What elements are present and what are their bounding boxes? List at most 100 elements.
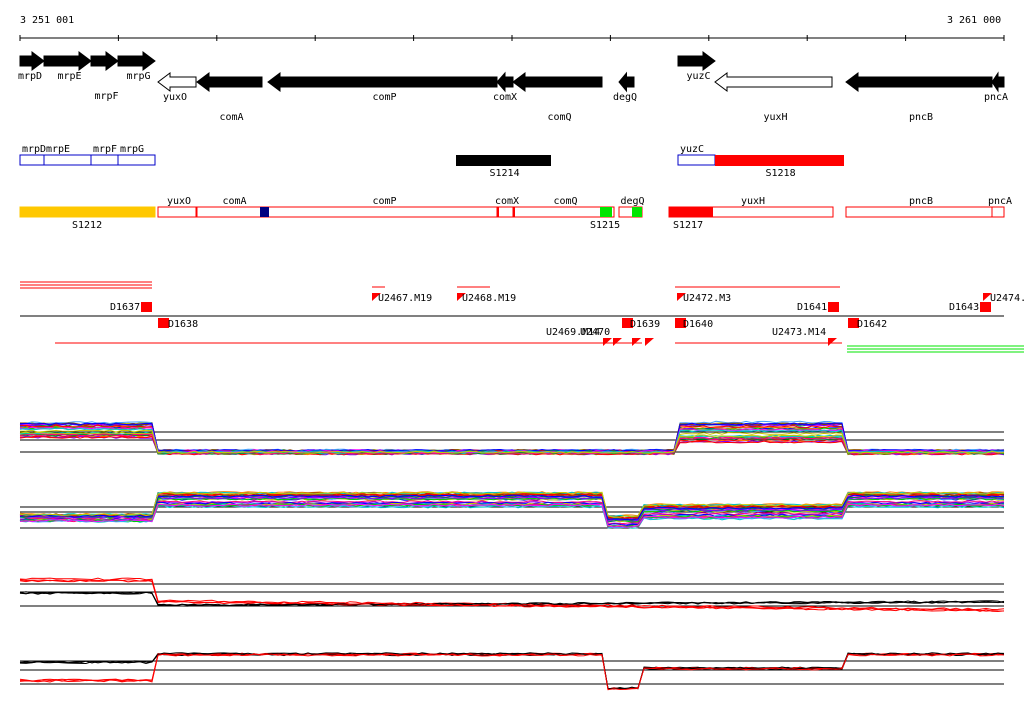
- gene-arrow-mrpF[interactable]: [90, 51, 119, 71]
- profile-line: [19, 494, 1005, 521]
- gene-label-comA: comA: [220, 112, 244, 123]
- gene-arrow-pncA[interactable]: [991, 71, 1005, 93]
- operon-label-yuzC: yuzC: [680, 144, 704, 155]
- operon-label-mrpG: mrpG: [120, 144, 144, 155]
- segment-box-label-yuxH: yuxH: [741, 196, 765, 207]
- marker-label-U2468.M19: U2468.M19: [462, 293, 516, 304]
- marker-block[interactable]: [848, 318, 859, 328]
- gene-arrow-yuxO[interactable]: [157, 72, 197, 92]
- operon-label-mrpF: mrpF: [93, 144, 117, 155]
- operon-box-mrpE[interactable]: [43, 154, 92, 166]
- gene-label-yuzC: yuzC: [687, 71, 711, 82]
- gene-label-comX: comX: [493, 92, 517, 103]
- marker-flag[interactable]: [613, 338, 622, 346]
- profile-line: [19, 420, 1005, 452]
- profile-line: [19, 424, 1005, 453]
- segment-S1214[interactable]: [456, 155, 551, 166]
- profile-line: [19, 503, 1005, 528]
- gene-label-mrpF: mrpF: [95, 91, 119, 102]
- marker-flag[interactable]: [983, 293, 992, 301]
- segment-box-comX[interactable]: [496, 206, 514, 218]
- marker-flag[interactable]: [457, 293, 466, 301]
- segment-box-label-degQ: degQ: [621, 196, 645, 207]
- marker-label-D1640: D1640: [683, 319, 713, 330]
- expression-profiles: [19, 420, 1005, 691]
- profile-line: [19, 429, 1004, 454]
- operon-label-mrpE: mrpE: [46, 144, 70, 155]
- gene-arrows-track: mrpD mrpE mrpF mrpG yuxO comA comP comX comQ degQ…: [18, 51, 1008, 123]
- segment-track-1: S1214 S1218: [456, 155, 844, 179]
- marker-block[interactable]: [158, 318, 169, 328]
- segment-box-S1212[interactable]: [19, 206, 156, 218]
- marker-block[interactable]: [622, 318, 633, 328]
- segment-box-comP[interactable]: [267, 206, 498, 218]
- marker-flag[interactable]: [677, 293, 686, 301]
- segment-box-label-comA: comA: [223, 196, 247, 207]
- gene-arrow-comP[interactable]: [267, 72, 498, 92]
- gene-arrow-pncB[interactable]: [845, 72, 993, 92]
- gene-label-comQ: comQ: [548, 112, 572, 123]
- segment-box-pncB[interactable]: [845, 206, 993, 218]
- marker-flag[interactable]: [603, 338, 612, 346]
- segment-box-pncA[interactable]: [991, 206, 1005, 218]
- gene-label-mrpD: mrpD: [18, 71, 42, 82]
- profile-line: [19, 652, 1005, 690]
- gene-arrow-comX[interactable]: [496, 71, 514, 93]
- segment-box-comA[interactable]: [196, 206, 269, 218]
- gene-arrow-mrpG[interactable]: [117, 51, 156, 71]
- profile-line: [19, 496, 1005, 522]
- operon-box-mrpF[interactable]: [90, 154, 119, 166]
- marker-block[interactable]: [141, 302, 152, 312]
- gene-label-mrpE: mrpE: [58, 71, 82, 82]
- operon-box-yuzC[interactable]: [677, 154, 716, 166]
- gene-arrow-comQ[interactable]: [512, 72, 603, 92]
- marker-flag[interactable]: [828, 338, 837, 346]
- segment-box-label-comP: comP: [373, 196, 397, 207]
- marker-label-U2469.M14: U2469.M14: [546, 327, 600, 338]
- profile-line: [19, 652, 1005, 690]
- marker-block[interactable]: [675, 318, 686, 328]
- segment-feature: [669, 207, 713, 217]
- gene-arrow-yuxH[interactable]: [714, 72, 833, 92]
- profile-line: [19, 435, 1005, 456]
- marker-block[interactable]: [980, 302, 991, 312]
- marker-block[interactable]: [828, 302, 839, 312]
- operon-box-mrpD[interactable]: [19, 154, 45, 166]
- ruler-end-label: 3 261 000: [947, 15, 1001, 26]
- gene-label-mrpG: mrpG: [127, 71, 151, 82]
- profile-line: [19, 503, 1005, 528]
- gene-arrow-degQ[interactable]: [618, 71, 635, 93]
- segment-box-label-yuxO: yuxO: [167, 196, 191, 207]
- marker-flag[interactable]: [632, 338, 641, 346]
- gene-arrow-mrpE[interactable]: [43, 51, 92, 71]
- segment-box-label-comQ: comQ: [554, 196, 578, 207]
- marker-label-U2470: U2470: [580, 327, 610, 338]
- marker-label-U2467.M19: U2467.M19: [378, 293, 432, 304]
- profile-line: [19, 578, 1005, 612]
- segment-box-label-comX: comX: [495, 196, 519, 207]
- profile-line: [19, 425, 1005, 453]
- segment-box-yuxO[interactable]: [157, 206, 197, 218]
- segment-feature: [632, 207, 642, 217]
- marker-flag[interactable]: [645, 338, 654, 346]
- gene-arrow-yuzC[interactable]: [677, 51, 716, 71]
- marker-label-D1639: D1639: [630, 319, 660, 330]
- profile-line: [19, 497, 1005, 523]
- operon-box-mrpG[interactable]: [117, 154, 156, 166]
- profile-line: [19, 422, 1005, 452]
- segment-track-2: yuxO comA comP comX comQ degQ yuxH pncB pncA S121…: [19, 196, 1012, 231]
- segment-S1218[interactable]: [715, 155, 844, 166]
- marker-label-D1638: D1638: [168, 319, 198, 330]
- segment-label-S1212: S1212: [72, 220, 102, 231]
- marker-label-D1642: D1642: [857, 319, 887, 330]
- marker-label-D1641: D1641: [797, 302, 827, 313]
- gene-arrow-comA[interactable]: [196, 72, 263, 92]
- gene-arrow-mrpD[interactable]: [19, 51, 45, 71]
- segment-feature: [260, 207, 269, 217]
- segment-box-comQ[interactable]: [512, 206, 615, 218]
- marker-flag[interactable]: [372, 293, 381, 301]
- coordinate-ruler: 3 251 001 3 261 000: [19, 15, 1005, 41]
- marker-label-U2472.M3: U2472.M3: [683, 293, 731, 304]
